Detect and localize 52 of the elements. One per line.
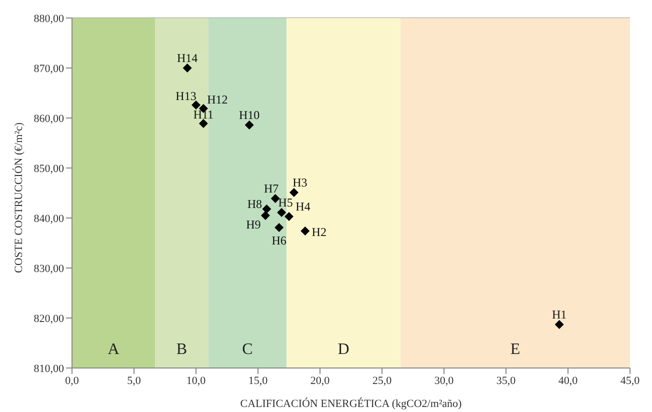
band-label: E bbox=[510, 341, 520, 358]
band-label: A bbox=[108, 341, 120, 358]
point bbox=[244, 120, 254, 130]
y-tick-label: 870,00 bbox=[34, 62, 64, 75]
point bbox=[289, 188, 298, 197]
point bbox=[284, 212, 294, 221]
point bbox=[262, 204, 272, 214]
annotation: H2 bbox=[312, 224, 326, 239]
annotation: H14 bbox=[176, 50, 198, 65]
point bbox=[260, 211, 270, 220]
point bbox=[198, 119, 208, 128]
annotation: H11 bbox=[193, 107, 214, 122]
annotation: H1 bbox=[552, 307, 567, 322]
x-tick-label: 20,0 bbox=[310, 374, 330, 387]
point bbox=[192, 100, 200, 110]
x-axis-title: CALIFICACIÓN ENERGÉTICA (kgCO2/m²año) bbox=[240, 397, 462, 410]
point bbox=[300, 226, 310, 236]
x-tick-label: 45,0 bbox=[620, 374, 640, 387]
point bbox=[277, 208, 286, 217]
y-tick-label: 850,00 bbox=[34, 162, 64, 175]
y-tick-label: 830,00 bbox=[34, 262, 64, 275]
y-tick-label: 840,00 bbox=[34, 212, 64, 225]
point bbox=[274, 223, 284, 232]
band-label: B bbox=[176, 341, 188, 358]
annotation: H7 bbox=[264, 181, 279, 196]
y-tick-label: 880,00 bbox=[34, 12, 64, 25]
point bbox=[554, 320, 564, 329]
x-tick-label: 30,0 bbox=[434, 374, 454, 387]
annotation: H4 bbox=[296, 199, 310, 214]
annotation: H5 bbox=[278, 195, 293, 210]
annotation: H9 bbox=[246, 217, 261, 232]
y-axis-title: COSTE COSTRUCCIÓN (€/m²c) bbox=[12, 122, 25, 273]
x-tick-label: 40,0 bbox=[558, 374, 578, 387]
x-tick-label: 0,0 bbox=[65, 374, 80, 387]
annotation: H3 bbox=[292, 175, 308, 190]
x-tick-label: 15,0 bbox=[248, 374, 268, 387]
annotation: H8 bbox=[247, 196, 262, 211]
annotation: H13 bbox=[176, 88, 196, 103]
x-tick-label: 5,0 bbox=[127, 374, 142, 387]
point bbox=[182, 64, 192, 72]
band-label: D bbox=[338, 341, 350, 358]
annotation: H12 bbox=[207, 92, 228, 106]
annotation: H10 bbox=[238, 108, 260, 122]
annotation: H6 bbox=[272, 233, 286, 248]
point bbox=[270, 194, 280, 203]
y-tick-label: 820,00 bbox=[34, 312, 64, 325]
y-tick-label: 860,00 bbox=[34, 112, 64, 125]
x-tick-label: 25,0 bbox=[372, 374, 392, 387]
y-tick-label: 810,00 bbox=[34, 362, 64, 375]
band-label: C bbox=[242, 341, 253, 358]
x-tick-label: 35,0 bbox=[496, 374, 516, 387]
x-tick-label: 10,0 bbox=[186, 374, 206, 387]
